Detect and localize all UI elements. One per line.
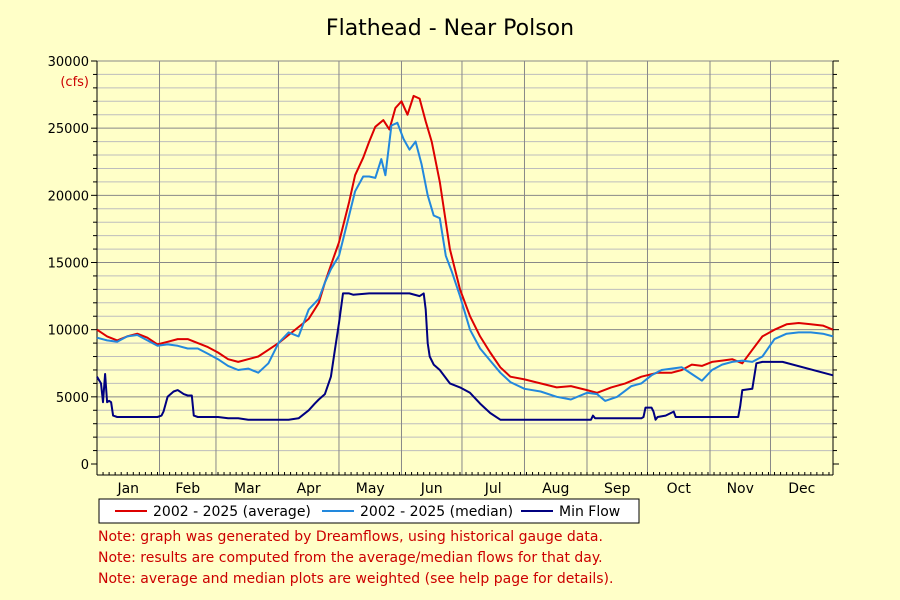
month-label: Dec: [788, 481, 815, 497]
grid: [97, 60, 833, 475]
y-tick-label: 0: [81, 458, 89, 473]
series-line-0: [96, 94, 834, 394]
month-label: May: [356, 481, 385, 497]
month-label: Oct: [667, 481, 692, 497]
month-label: Jun: [420, 481, 443, 497]
note-line: Note: results are computed from the aver…: [98, 550, 603, 566]
y-axis-unit-label: (cfs): [60, 75, 89, 90]
note-line: Note: graph was generated by Dreamflows,…: [98, 529, 603, 545]
y-tick-label: 25000: [48, 122, 89, 137]
y-tick-label: 5000: [56, 391, 89, 406]
chart-title: Flathead - Near Polson: [326, 16, 574, 41]
legend-label: Min Flow: [559, 504, 620, 520]
y-tick-label: 30000: [48, 55, 89, 70]
month-label: Sep: [604, 481, 631, 497]
month-label: Nov: [727, 481, 754, 497]
month-label: Mar: [234, 481, 261, 497]
notes: Note: graph was generated by Dreamflows,…: [98, 529, 613, 587]
legend-label: 2002 - 2025 (average): [153, 504, 311, 520]
series-line-2: [96, 292, 834, 421]
month-label: Feb: [175, 481, 200, 497]
legend: 2002 - 2025 (average) 2002 - 2025 (median…: [98, 498, 640, 524]
month-label: Jan: [116, 481, 139, 497]
month-label: Jul: [484, 481, 502, 497]
note-line: Note: average and median plots are weigh…: [98, 571, 613, 587]
axes: 0 5000 10000 15000 20000 25000 30000 Jan Feb Mar A…: [48, 55, 839, 497]
legend-label: 2002 - 2025 (median): [360, 504, 513, 520]
series-line-1: [96, 121, 834, 402]
y-tick-label: 15000: [48, 257, 89, 272]
month-label: Aug: [542, 481, 569, 497]
y-tick-label: 20000: [48, 189, 89, 204]
month-label: Apr: [297, 481, 321, 497]
y-tick-label: 10000: [48, 324, 89, 339]
series-lines: [96, 94, 834, 421]
